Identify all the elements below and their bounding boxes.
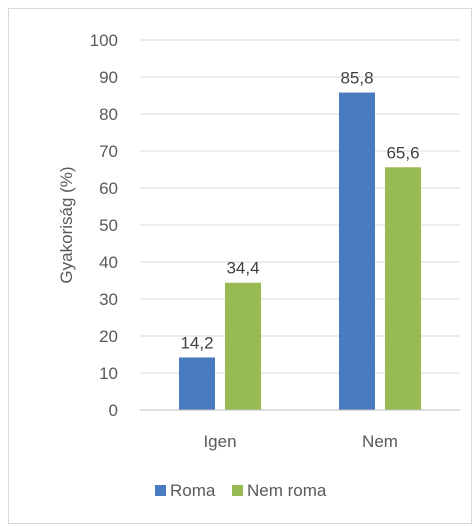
bars — [179, 92, 421, 410]
axes: 0 10 20 30 40 50 60 70 80 90 100 Igen Nem — [90, 31, 460, 451]
legend-swatch-nem-roma — [232, 485, 243, 496]
y-tick-label: 0 — [109, 401, 118, 420]
y-tick-label: 30 — [99, 290, 118, 309]
y-axis-title: Gyakoriság (%) — [57, 166, 76, 283]
legend-label: Roma — [170, 481, 216, 500]
data-label: 14,2 — [180, 333, 213, 352]
y-tick-label: 70 — [99, 142, 118, 161]
bar-nem-roma-nem — [385, 167, 421, 410]
y-tick-label: 50 — [99, 216, 118, 235]
x-tick-label: Igen — [203, 432, 236, 451]
bar-roma-nem — [339, 92, 375, 410]
y-tick-label: 10 — [99, 364, 118, 383]
data-label: 34,4 — [226, 259, 259, 278]
data-labels: 14,2 34,4 85,8 65,6 — [180, 69, 419, 353]
y-tick-label: 90 — [99, 68, 118, 87]
x-tick-label: Nem — [362, 432, 398, 451]
y-tick-label: 80 — [99, 105, 118, 124]
legend: Roma Nem roma — [155, 481, 327, 500]
data-label: 65,6 — [386, 143, 419, 162]
bar-nem-roma-igen — [225, 282, 261, 410]
y-tick-label: 60 — [99, 179, 118, 198]
legend-swatch-roma — [155, 485, 166, 496]
bar-roma-igen — [179, 357, 215, 410]
y-tick-label: 100 — [90, 31, 118, 50]
y-tick-label: 20 — [99, 327, 118, 346]
y-tick-label: 40 — [99, 253, 118, 272]
data-label: 85,8 — [340, 69, 373, 88]
legend-label: Nem roma — [247, 481, 327, 500]
